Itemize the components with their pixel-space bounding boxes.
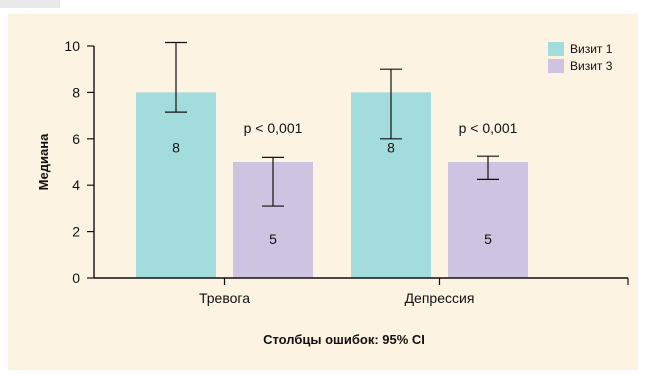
y-tick-label: 8 xyxy=(72,84,80,100)
bars-layer xyxy=(136,92,528,279)
bar-value-label: 5 xyxy=(269,231,277,247)
x-tick-label: Тревога xyxy=(199,290,250,306)
footnote: Столбцы ошибок: 95% CI xyxy=(263,332,425,347)
y-ticks-layer: 0 2 4 6 8 10 xyxy=(64,38,94,286)
y-tick-label: 2 xyxy=(72,224,80,240)
annotations-layer: p < 0,001 p < 0,001 xyxy=(244,120,518,136)
legend-label-visit-1: Визит 1 xyxy=(570,42,613,56)
bar-value-label: 5 xyxy=(484,231,492,247)
bar-value-label: 8 xyxy=(387,139,395,155)
bar-labels-layer: 8 5 8 5 xyxy=(172,139,492,247)
y-tick-label: 6 xyxy=(72,131,80,147)
bar-value-label: 8 xyxy=(172,139,180,155)
x-tick-label: Депрессия xyxy=(405,290,475,306)
chart-panel xyxy=(8,14,638,370)
p-value-annotation: p < 0,001 xyxy=(459,120,518,136)
bar xyxy=(448,162,528,278)
y-tick-label: 4 xyxy=(72,177,80,193)
top-strip xyxy=(0,0,60,8)
p-value-annotation: p < 0,001 xyxy=(244,120,303,136)
bar xyxy=(136,92,216,279)
legend: Визит 1 Визит 3 xyxy=(548,42,613,73)
axes-layer xyxy=(93,46,628,279)
y-axis-label: Медиана xyxy=(36,133,51,190)
error-bars-layer xyxy=(165,41,499,207)
y-tick-label: 0 xyxy=(72,270,80,286)
legend-label-visit-3: Визит 3 xyxy=(570,59,613,73)
x-ticks-layer: Тревога Депрессия xyxy=(199,278,629,306)
legend-swatch-visit-1 xyxy=(548,42,564,56)
y-tick-label: 10 xyxy=(64,38,80,54)
legend-swatch-visit-3 xyxy=(548,59,564,73)
